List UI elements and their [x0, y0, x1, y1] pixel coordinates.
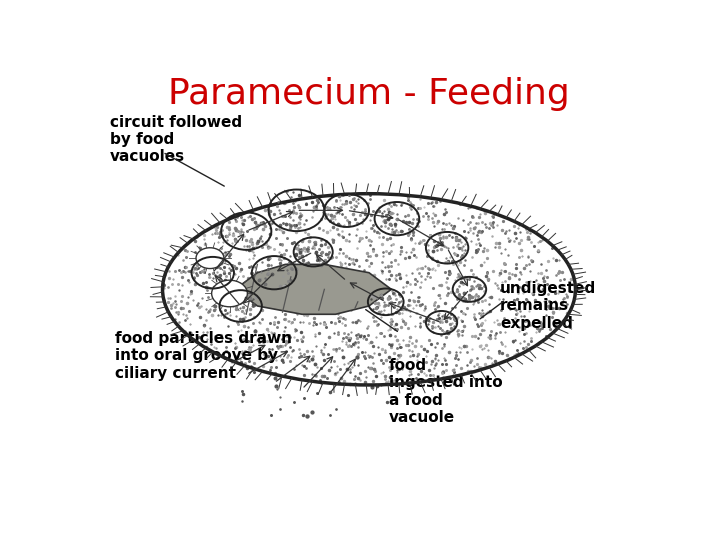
Text: Paramecium - Feeding: Paramecium - Feeding: [168, 77, 570, 111]
Polygon shape: [235, 265, 392, 314]
Text: circuit followed
by food
vacuoles: circuit followed by food vacuoles: [109, 114, 242, 165]
Circle shape: [196, 248, 224, 268]
Text: food
ingested into
a food
vacuole: food ingested into a food vacuole: [389, 358, 502, 425]
Circle shape: [212, 280, 248, 307]
Text: food particles drawn
into oral groove by
ciliary current: food particles drawn into oral groove by…: [115, 331, 292, 381]
Text: undigested
remains
expelled: undigested remains expelled: [500, 281, 596, 331]
